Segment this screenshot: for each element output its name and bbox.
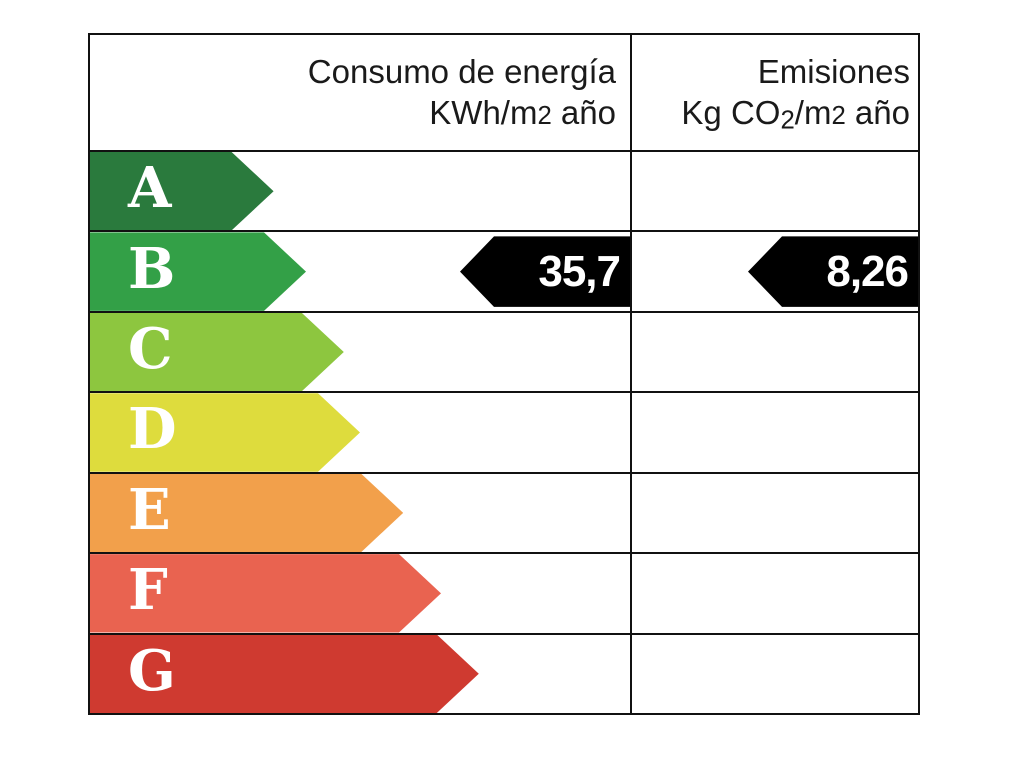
rating-cell-emisiones-f: [630, 554, 918, 633]
rating-cell-consumo-d: D: [90, 393, 630, 471]
rating-letter-d: D: [128, 396, 177, 463]
header-consumo-title: Consumo de energía: [307, 53, 616, 90]
rating-cell-emisiones-c: [630, 312, 918, 392]
rating-cell-emisiones-g: [630, 634, 918, 713]
rating-letter-c: C: [128, 316, 173, 383]
rating-letter-b: B: [128, 235, 176, 302]
header-emisiones: Emisiones Kg CO2/m2 año: [630, 35, 918, 150]
rating-table: Consumo de energía KWh/m2 año Emisiones …: [88, 33, 920, 715]
rating-letter-f: F: [128, 557, 168, 624]
consumo-value: 35,7: [538, 246, 621, 296]
rating-arrow-b: B: [90, 232, 306, 310]
rating-row-c: C: [90, 310, 918, 392]
rating-cell-emisiones-a: [630, 152, 918, 231]
rating-letter-e: E: [128, 476, 171, 543]
rating-cell-emisiones-e: [630, 473, 918, 553]
consumo-value-arrow: 35,7: [460, 236, 630, 307]
rating-cell-consumo-e: E: [90, 474, 630, 552]
rating-cell-emisiones-d: [630, 393, 918, 472]
header-emisiones-title: Emisiones: [757, 53, 910, 90]
emisiones-value: 8,26: [826, 246, 909, 296]
rating-row-f: F: [90, 552, 918, 633]
rating-cell-consumo-b: B 35,7: [90, 232, 630, 310]
rating-row-d: D: [90, 391, 918, 472]
emisiones-value-arrow: 8,26: [748, 236, 918, 307]
header-consumo: Consumo de energía KWh/m2 año: [90, 35, 630, 150]
rating-cell-emisiones-b: 8,26: [630, 232, 918, 311]
rating-cell-consumo-f: F: [90, 554, 630, 632]
rating-letter-g: G: [128, 637, 176, 704]
rating-arrow-d: D: [90, 393, 360, 471]
rating-arrow-g: G: [90, 635, 479, 713]
header-emisiones-units: Kg CO2/m2 año: [681, 94, 910, 135]
rating-arrow-f: F: [90, 554, 441, 632]
table-header: Consumo de energía KWh/m2 año Emisiones …: [90, 35, 918, 150]
rating-row-a: A: [90, 150, 918, 231]
rating-arrow-a: A: [90, 152, 274, 230]
header-consumo-units: KWh/m2 año: [429, 94, 616, 132]
rating-row-b: B 35,7 8,26: [90, 230, 918, 311]
rating-arrow-e: E: [90, 474, 403, 552]
rating-row-g: G: [90, 632, 918, 713]
rating-cell-consumo-a: A: [90, 152, 630, 230]
rating-cell-consumo-g: G: [90, 635, 630, 713]
rating-row-e: E: [90, 471, 918, 553]
rating-cell-consumo-c: C: [90, 313, 630, 391]
rating-arrow-c: C: [90, 313, 344, 391]
rating-letter-a: A: [128, 155, 172, 222]
